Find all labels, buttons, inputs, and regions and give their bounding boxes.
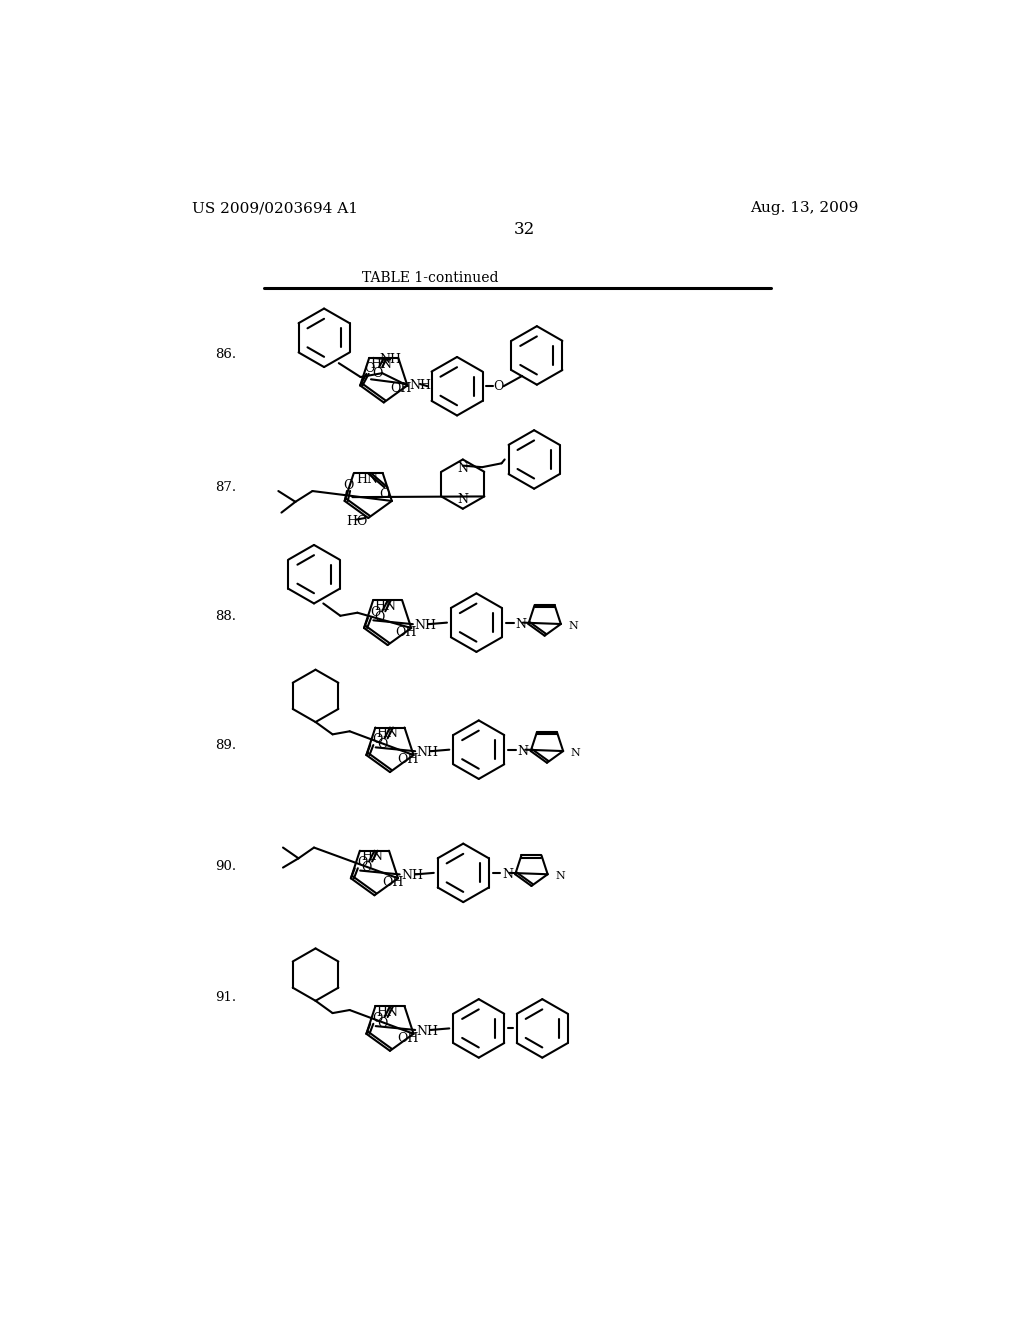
Text: O: O — [373, 1012, 383, 1024]
Text: HN: HN — [371, 358, 392, 371]
Text: N: N — [555, 871, 565, 880]
Text: O: O — [373, 367, 383, 380]
Text: N: N — [571, 747, 581, 758]
Text: HN: HN — [377, 1006, 398, 1019]
Text: O: O — [373, 733, 383, 746]
Text: NH: NH — [417, 1026, 438, 1038]
Text: NH: NH — [409, 379, 431, 392]
Text: O: O — [377, 738, 387, 751]
Text: HN: HN — [361, 850, 383, 863]
Text: N: N — [458, 492, 468, 506]
Text: O: O — [493, 380, 504, 393]
Text: 86.: 86. — [215, 348, 236, 362]
Text: NH: NH — [417, 746, 438, 759]
Text: NH: NH — [401, 870, 423, 883]
Text: 89.: 89. — [215, 739, 236, 751]
Text: HN: HN — [356, 473, 378, 486]
Text: NH: NH — [415, 619, 436, 632]
Text: O: O — [371, 606, 381, 619]
Text: O: O — [343, 479, 353, 492]
Text: N: N — [517, 744, 528, 758]
Text: Aug. 13, 2009: Aug. 13, 2009 — [750, 202, 858, 215]
Text: O: O — [365, 362, 375, 375]
Text: 90.: 90. — [215, 861, 236, 874]
Text: 32: 32 — [514, 220, 536, 238]
Text: HN: HN — [374, 601, 396, 612]
Text: O: O — [357, 857, 368, 870]
Text: O: O — [375, 611, 385, 624]
Text: N: N — [458, 462, 468, 475]
Text: US 2009/0203694 A1: US 2009/0203694 A1 — [191, 202, 357, 215]
Text: O: O — [377, 1016, 387, 1030]
Text: OH: OH — [395, 626, 417, 639]
Text: HN: HN — [377, 727, 398, 741]
Text: N: N — [568, 620, 579, 631]
Text: 88.: 88. — [215, 610, 236, 623]
Text: O: O — [379, 488, 389, 502]
Text: 91.: 91. — [215, 991, 236, 1005]
Text: NH: NH — [380, 352, 401, 366]
Text: OH: OH — [390, 381, 412, 395]
Text: N: N — [502, 869, 513, 880]
Text: 87.: 87. — [215, 482, 236, 495]
Text: OH: OH — [397, 1032, 419, 1045]
Text: TABLE 1-continued: TABLE 1-continued — [362, 271, 499, 285]
Text: HO: HO — [346, 515, 368, 528]
Text: N: N — [515, 618, 526, 631]
Text: O: O — [361, 861, 372, 874]
Text: OH: OH — [382, 876, 403, 890]
Text: OH: OH — [397, 754, 419, 767]
